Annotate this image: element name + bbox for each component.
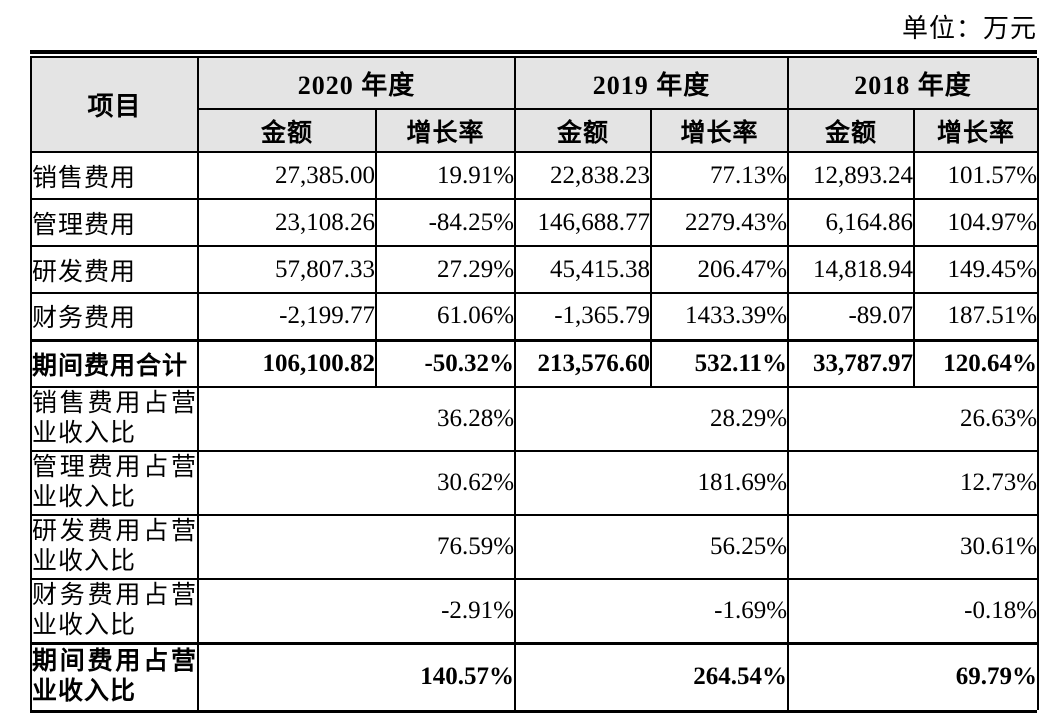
- cell-2018-growth: 187.51%: [913, 292, 1040, 341]
- cell-2020-ratio: 30.62%: [196, 450, 517, 516]
- cell-2018-ratio: -0.18%: [787, 578, 1040, 644]
- header-year-2019: 2019 年度: [514, 58, 790, 110]
- header-amount-2020: 金额: [197, 108, 377, 153]
- cell-2019-amount: -1,365.79: [514, 292, 653, 341]
- cell-2020-growth: 61.06%: [374, 292, 517, 341]
- table-row-sales-expense: 销售费用 27,385.00 19.91% 22,838.23 77.13% 1…: [30, 151, 1040, 200]
- unit-label: 单位：万元: [901, 14, 1037, 43]
- cell-2020-ratio: 76.59%: [196, 514, 517, 580]
- row-label: 研发费用占营 业收入比: [30, 514, 199, 580]
- cell-2018-ratio: 12.73%: [787, 450, 1040, 516]
- cell-2019-ratio: -1.69%: [514, 578, 790, 644]
- cell-2019-amount: 213,576.60: [514, 338, 653, 388]
- header-row-years: 项目 2020 年度 2019 年度 2018 年度: [30, 58, 1040, 153]
- row-label: 销售费用占营 业收入比: [30, 386, 199, 452]
- cell-2018-growth: 120.64%: [913, 338, 1040, 388]
- header-growth-2018: 增长率: [913, 108, 1040, 153]
- row-label: 管理费用: [30, 198, 199, 247]
- table-row-finance-expense: 财务费用 -2,199.77 61.06% -1,365.79 1433.39%…: [30, 292, 1040, 341]
- cell-2019-growth: 2279.43%: [650, 198, 790, 247]
- cell-2020-amount: -2,199.77: [197, 292, 377, 341]
- cell-2019-growth: 1433.39%: [650, 292, 790, 341]
- header-item: 项目: [30, 58, 199, 153]
- cell-2020-amount: 27,385.00: [197, 151, 377, 200]
- cell-2020-growth: 27.29%: [374, 245, 517, 294]
- cell-2018-ratio: 26.63%: [787, 386, 1040, 452]
- cell-2019-amount: 22,838.23: [514, 151, 653, 200]
- header-amount-2018: 金额: [787, 108, 916, 153]
- cell-2019-growth: 532.11%: [650, 338, 790, 388]
- header-row-sub: 金额 增长率 金额 增长率 金额 增长率: [31, 108, 1040, 153]
- row-label: 期间费用合计: [30, 338, 199, 388]
- header-growth-2019: 增长率: [650, 108, 790, 153]
- cell-2020-growth: 19.91%: [374, 151, 517, 200]
- cell-2019-amount: 45,415.38: [514, 245, 653, 294]
- cell-2020-amount: 23,108.26: [197, 198, 377, 247]
- expense-table-wrap: 项目 2020 年度 2019 年度 2018 年度 金额 增长率 金额 增长率…: [30, 50, 1040, 714]
- cell-2018-amount: 12,893.24: [787, 151, 916, 200]
- row-label: 管理费用占营 业收入比: [30, 450, 199, 516]
- header-year-2020: 2020 年度: [196, 58, 517, 110]
- cell-2020-ratio: 140.57%: [196, 641, 517, 710]
- cell-2020-ratio: -2.91%: [196, 578, 517, 644]
- cell-2020-amount: 106,100.82: [197, 338, 377, 388]
- cell-2018-ratio: 69.79%: [787, 641, 1040, 710]
- cell-2019-ratio: 28.29%: [514, 386, 790, 452]
- table-top-rule: [30, 50, 1037, 58]
- header-year-2018: 2018 年度: [787, 58, 1040, 110]
- row-label: 财务费用占营 业收入比: [30, 578, 199, 644]
- cell-2019-growth: 77.13%: [650, 151, 790, 200]
- header-growth-2020: 增长率: [374, 108, 517, 153]
- cell-2019-ratio: 181.69%: [514, 450, 790, 516]
- cell-2018-growth: 104.97%: [913, 198, 1040, 247]
- table-row-rd-ratio: 研发费用占营 业收入比 76.59% 56.25% 30.61%: [30, 514, 1040, 580]
- table-row-rd-expense: 研发费用 57,807.33 27.29% 45,415.38 206.47% …: [30, 245, 1040, 294]
- cell-2018-amount: 6,164.86: [787, 198, 916, 247]
- table-row-admin-ratio: 管理费用占营 业收入比 30.62% 181.69% 12.73%: [30, 450, 1040, 516]
- cell-2018-growth: 101.57%: [913, 151, 1040, 200]
- row-label: 财务费用: [30, 292, 199, 341]
- row-label: 销售费用: [30, 151, 199, 200]
- table-row-period-ratio-total: 期间费用占营 业收入比 140.57% 264.54% 69.79%: [30, 641, 1040, 710]
- unit-label-row: 单位：万元: [0, 6, 1037, 50]
- table-row-admin-expense: 管理费用 23,108.26 -84.25% 146,688.77 2279.4…: [30, 198, 1040, 247]
- cell-2018-growth: 149.45%: [913, 245, 1040, 294]
- header-amount-2019: 金额: [514, 108, 653, 153]
- cell-2019-growth: 206.47%: [650, 245, 790, 294]
- cell-2018-amount: -89.07: [787, 292, 916, 341]
- cell-2018-amount: 33,787.97: [787, 338, 916, 388]
- cell-2018-ratio: 30.61%: [787, 514, 1040, 580]
- row-label: 研发费用: [30, 245, 199, 294]
- row-label: 期间费用占营 业收入比: [30, 641, 199, 710]
- expense-table: 项目 2020 年度 2019 年度 2018 年度 金额 增长率 金额 增长率…: [30, 58, 1040, 710]
- table-row-period-expense-total: 期间费用合计 106,100.82 -50.32% 213,576.60 532…: [30, 338, 1040, 388]
- table-row-finance-ratio: 财务费用占营 业收入比 -2.91% -1.69% -0.18%: [30, 578, 1040, 644]
- cell-2020-growth: -50.32%: [374, 338, 517, 388]
- cell-2020-ratio: 36.28%: [196, 386, 517, 452]
- cell-2018-amount: 14,818.94: [787, 245, 916, 294]
- table-row-sales-ratio: 销售费用占营 业收入比 36.28% 28.29% 26.63%: [30, 386, 1040, 452]
- table-bottom-rule: [30, 710, 1037, 714]
- cell-2019-ratio: 264.54%: [514, 641, 790, 710]
- cell-2019-amount: 146,688.77: [514, 198, 653, 247]
- cell-2020-amount: 57,807.33: [197, 245, 377, 294]
- cell-2020-growth: -84.25%: [374, 198, 517, 247]
- cell-2019-ratio: 56.25%: [514, 514, 790, 580]
